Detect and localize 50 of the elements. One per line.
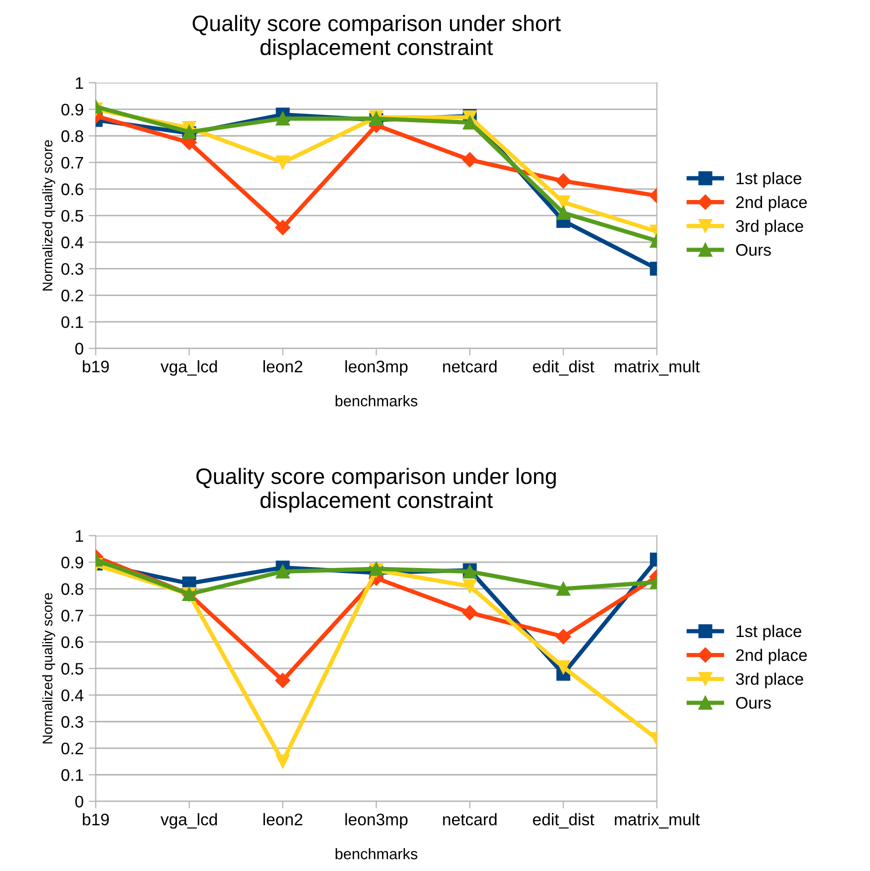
y-axis-title: Normalized quality score [42,140,56,290]
y-tick-label: 0.8 [61,583,84,595]
x-tick-label: b19 [82,360,109,372]
x-tick-label: edit_dist [532,813,594,829]
y-tick-label: 0.5 [61,662,84,675]
x-axis-title: benchmarks [336,395,418,406]
x-axis-title: benchmarks [336,848,418,860]
y-tick-label: 0.3 [61,716,84,728]
x-tick-label: vga_lcd [160,360,217,376]
x-tick-label: netcard [443,360,497,372]
y-tick-label: 0.1 [61,769,84,781]
y-tick-label: 0.9 [61,104,84,116]
chart-title: Quality score comparison under long displacement constraint [196,468,556,512]
y-axis-title: Normalized quality score [42,593,56,744]
y-tick-label: 0.4 [61,689,84,702]
legend-label: Ours [736,696,771,709]
y-tick-label: 0.8 [61,130,84,142]
legend-label: 3rd place [736,672,804,688]
x-tick-label: leon3mp [345,813,408,829]
x-tick-label: leon3mp [345,360,408,376]
legend-label: 1st place [736,172,802,188]
y-tick-label: 0.5 [61,210,84,222]
x-tick-label: netcard [443,813,497,826]
legend-label: 2nd place [736,196,807,212]
y-tick-label: 0.1 [61,316,84,328]
x-tick-label: matrix_mult [614,360,700,376]
legend-label: 3rd place [736,220,804,236]
x-tick-label: edit_dist [532,360,594,376]
y-tick-label: 0.9 [61,556,84,568]
y-tick-label: 0.6 [61,636,84,648]
y-tick-label: 0.7 [61,610,84,622]
x-tick-label: leon2 [263,813,302,826]
y-tick-label: 1 [76,77,84,89]
x-tick-label: leon2 [263,360,302,372]
y-tick-label: 0.7 [61,156,84,169]
y-tick-label: 0.2 [61,742,84,754]
legend-label: 2nd place [736,648,807,664]
y-tick-label: 0 [75,796,84,808]
y-tick-label: 0.3 [61,263,84,275]
legend-label: Ours [736,244,771,256]
legend-label: 1st place [736,624,802,640]
y-tick-label: 0.6 [61,183,84,196]
chart-title: Quality score comparison under short displacement constraint [192,14,561,60]
x-tick-label: matrix_mult [614,813,700,829]
y-tick-label: 1 [76,530,84,542]
y-tick-label: 0.4 [61,236,84,248]
x-tick-label: b19 [82,813,109,826]
y-tick-label: 0 [75,342,84,355]
x-tick-label: vga_lcd [160,813,217,829]
y-tick-label: 0.2 [61,290,84,302]
